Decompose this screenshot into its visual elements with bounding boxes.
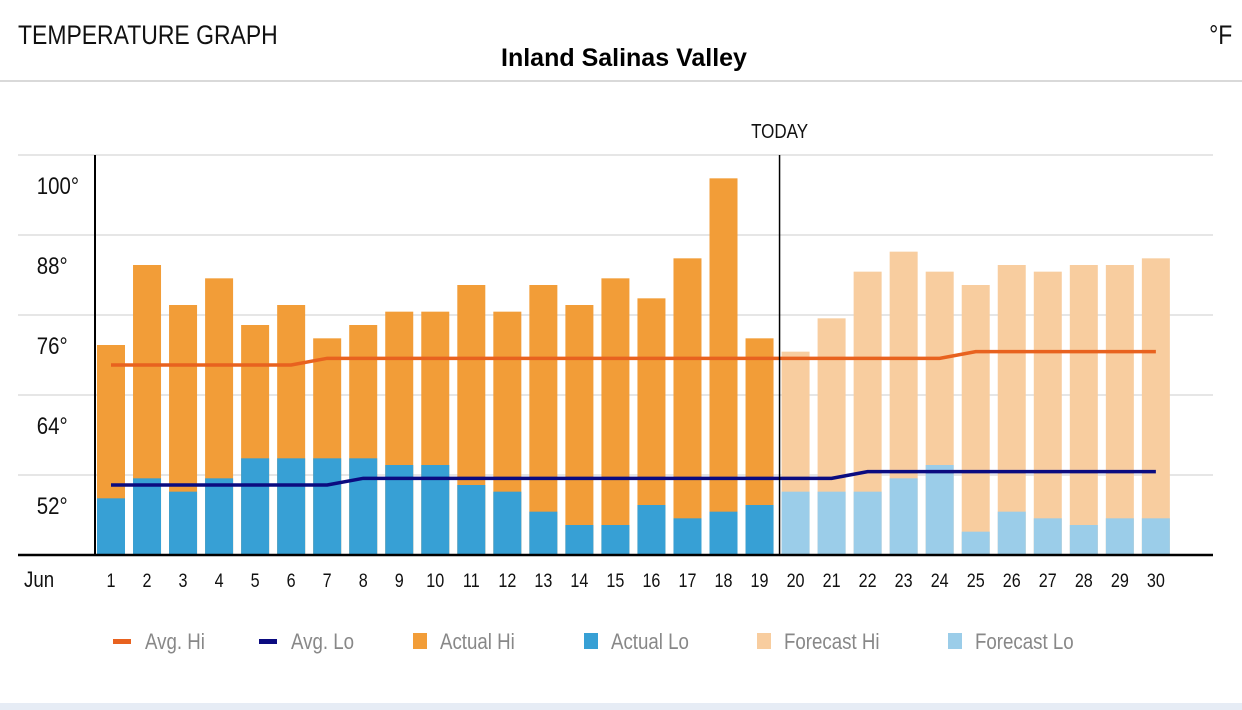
actual-hi-bar: [601, 278, 630, 555]
x-tick-label: 19: [751, 570, 769, 592]
actual-hi-bar: [565, 305, 594, 555]
x-tick-label: 8: [359, 570, 368, 592]
footer-band: [0, 703, 1242, 710]
forecast-lo-bar: [1069, 525, 1098, 555]
legend-swatch-avg-hi: [113, 639, 131, 644]
x-tick-label: 23: [895, 570, 913, 592]
x-tick-label: 17: [678, 570, 696, 592]
y-tick-label: 88°: [37, 252, 68, 279]
legend-label-avg-hi: Avg. Hi: [145, 631, 205, 655]
actual-lo-bar: [349, 458, 378, 555]
x-tick-label: 13: [534, 570, 552, 592]
actual-lo-bar: [277, 458, 306, 555]
x-tick-label: 3: [179, 570, 188, 592]
forecast-lo-bar: [817, 491, 846, 555]
legend-label-forecast-lo: Forecast Lo: [975, 631, 1074, 655]
forecast-lo-bar: [1033, 518, 1062, 555]
actual-lo-bar: [457, 485, 486, 555]
x-tick-label: 20: [787, 570, 805, 592]
x-tick-label: 2: [143, 570, 152, 592]
x-tick-label: 7: [323, 570, 332, 592]
x-tick-label: 24: [931, 570, 949, 592]
y-tick-label: 100°: [37, 172, 79, 199]
unit-toggle[interactable]: °F: [1208, 20, 1232, 50]
actual-lo-bar: [97, 498, 125, 555]
legend-swatch-actual-hi: [413, 633, 427, 649]
x-tick-label: 25: [967, 570, 985, 592]
actual-hi-bar: [529, 285, 558, 555]
x-tick-label: 27: [1039, 570, 1057, 592]
legend-swatch-forecast-lo: [948, 633, 962, 649]
actual-hi-bar: [709, 178, 738, 556]
y-tick-label: 76°: [37, 332, 68, 359]
actual-lo-bar: [205, 478, 234, 555]
actual-lo-bar: [169, 491, 198, 555]
actual-lo-bar: [493, 491, 522, 555]
x-tick-label: 10: [426, 570, 444, 592]
x-axis-label: Jun: [24, 569, 54, 593]
x-tick-label: 6: [287, 570, 296, 592]
legend-label-actual-hi: Actual Hi: [440, 631, 515, 655]
x-tick-label: 28: [1075, 570, 1093, 592]
legend-label-actual-lo: Actual Lo: [611, 631, 689, 655]
actual-lo-bar: [709, 511, 738, 555]
forecast-lo-bar: [889, 478, 918, 555]
actual-lo-bar: [241, 458, 270, 555]
forecast-hi-bar: [1069, 265, 1098, 555]
x-tick-label: 4: [215, 570, 224, 592]
actual-lo-bar: [601, 525, 630, 555]
actual-lo-bar: [745, 505, 774, 555]
header-divider: [0, 80, 1242, 82]
x-tick-label: 11: [463, 570, 480, 592]
forecast-lo-bar: [997, 511, 1026, 555]
forecast-hi-bar: [1033, 271, 1062, 555]
forecast-lo-bar: [925, 465, 954, 555]
x-tick-label: 22: [859, 570, 877, 592]
forecast-lo-bar: [853, 491, 882, 555]
actual-lo-bar: [637, 505, 666, 555]
x-tick-label: 21: [823, 570, 841, 592]
forecast-lo-bar: [781, 491, 810, 555]
legend-label-avg-lo: Avg. Lo: [291, 631, 354, 655]
x-tick-label: 1: [107, 570, 116, 592]
actual-hi-bar: [673, 258, 702, 555]
x-tick-label: 16: [642, 570, 660, 592]
x-tick-label: 9: [395, 570, 404, 592]
forecast-lo-bar: [1141, 518, 1170, 555]
actual-lo-bar: [313, 458, 342, 555]
x-tick-label: 30: [1147, 570, 1165, 592]
actual-lo-bar: [673, 518, 702, 555]
legend-swatch-actual-lo: [584, 633, 598, 649]
x-tick-label: 26: [1003, 570, 1021, 592]
actual-lo-bar: [133, 478, 162, 555]
forecast-hi-bar: [1105, 265, 1134, 555]
legend-swatch-forecast-hi: [757, 633, 771, 649]
avg-hi-line: [111, 349, 1156, 367]
x-tick-label: 29: [1111, 570, 1129, 592]
actual-lo-bar: [529, 511, 558, 555]
x-tick-label: 12: [498, 570, 516, 592]
page-title: TEMPERATURE GRAPH: [18, 20, 278, 50]
forecast-lo-bar: [961, 531, 990, 555]
avg-lo-line: [111, 469, 1156, 487]
x-tick-label: 15: [606, 570, 624, 592]
legend-label-forecast-hi: Forecast Hi: [784, 631, 880, 655]
y-tick-label: 64°: [37, 412, 68, 439]
y-tick-label: 52°: [37, 492, 68, 519]
x-tick-label: 5: [251, 570, 260, 592]
forecast-hi-bar: [1141, 258, 1170, 555]
chart-title: Inland Salinas Valley: [501, 44, 747, 72]
x-tick-label: 18: [715, 570, 733, 592]
today-label: TODAY: [751, 120, 808, 143]
legend-swatch-avg-lo: [259, 639, 277, 644]
x-tick-label: 14: [570, 570, 588, 592]
actual-lo-bar: [565, 525, 594, 555]
forecast-lo-bar: [1105, 518, 1134, 555]
forecast-hi-bar: [997, 265, 1026, 555]
forecast-hi-bar: [961, 285, 990, 555]
